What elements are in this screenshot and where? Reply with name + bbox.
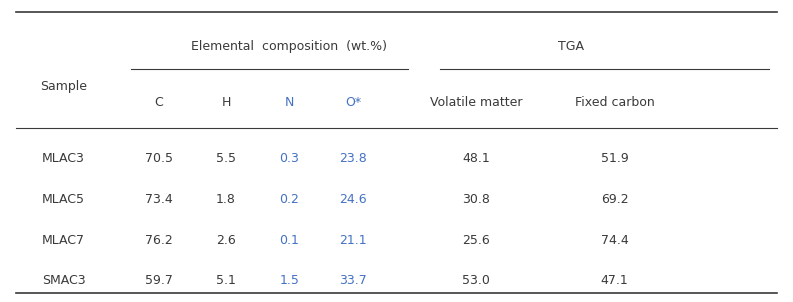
Text: 23.8: 23.8 bbox=[339, 152, 366, 165]
Text: 59.7: 59.7 bbox=[144, 274, 173, 288]
Text: 0.3: 0.3 bbox=[279, 152, 300, 165]
Text: C: C bbox=[154, 96, 163, 109]
Text: 47.1: 47.1 bbox=[601, 274, 628, 288]
Text: Volatile matter: Volatile matter bbox=[430, 96, 522, 109]
Text: 0.1: 0.1 bbox=[279, 233, 300, 247]
Text: Elemental  composition  (wt.%): Elemental composition (wt.%) bbox=[191, 40, 388, 53]
Text: 51.9: 51.9 bbox=[601, 152, 628, 165]
Text: 53.0: 53.0 bbox=[462, 274, 490, 288]
Text: 0.2: 0.2 bbox=[279, 193, 300, 206]
Text: TGA: TGA bbox=[558, 40, 584, 53]
Text: 73.4: 73.4 bbox=[145, 193, 172, 206]
Text: 30.8: 30.8 bbox=[462, 193, 490, 206]
Text: 69.2: 69.2 bbox=[601, 193, 628, 206]
Text: MLAC3: MLAC3 bbox=[42, 152, 85, 165]
Text: 1.8: 1.8 bbox=[216, 193, 236, 206]
Text: 2.6: 2.6 bbox=[216, 233, 236, 247]
Text: N: N bbox=[285, 96, 294, 109]
Text: SMAC3: SMAC3 bbox=[41, 274, 86, 288]
Text: 24.6: 24.6 bbox=[339, 193, 366, 206]
Text: MLAC5: MLAC5 bbox=[42, 193, 85, 206]
Text: 5.5: 5.5 bbox=[216, 152, 236, 165]
Text: 48.1: 48.1 bbox=[462, 152, 489, 165]
Text: 74.4: 74.4 bbox=[601, 233, 628, 247]
Text: 1.5: 1.5 bbox=[279, 274, 300, 288]
Text: Fixed carbon: Fixed carbon bbox=[575, 96, 654, 109]
Text: 76.2: 76.2 bbox=[145, 233, 172, 247]
Text: H: H bbox=[221, 96, 231, 109]
Text: MLAC7: MLAC7 bbox=[42, 233, 85, 247]
Text: 21.1: 21.1 bbox=[339, 233, 366, 247]
Text: 70.5: 70.5 bbox=[144, 152, 173, 165]
Text: 33.7: 33.7 bbox=[339, 274, 366, 288]
Text: 5.1: 5.1 bbox=[216, 274, 236, 288]
Text: Sample: Sample bbox=[40, 79, 87, 93]
Text: 25.6: 25.6 bbox=[462, 233, 489, 247]
Text: O*: O* bbox=[345, 96, 361, 109]
